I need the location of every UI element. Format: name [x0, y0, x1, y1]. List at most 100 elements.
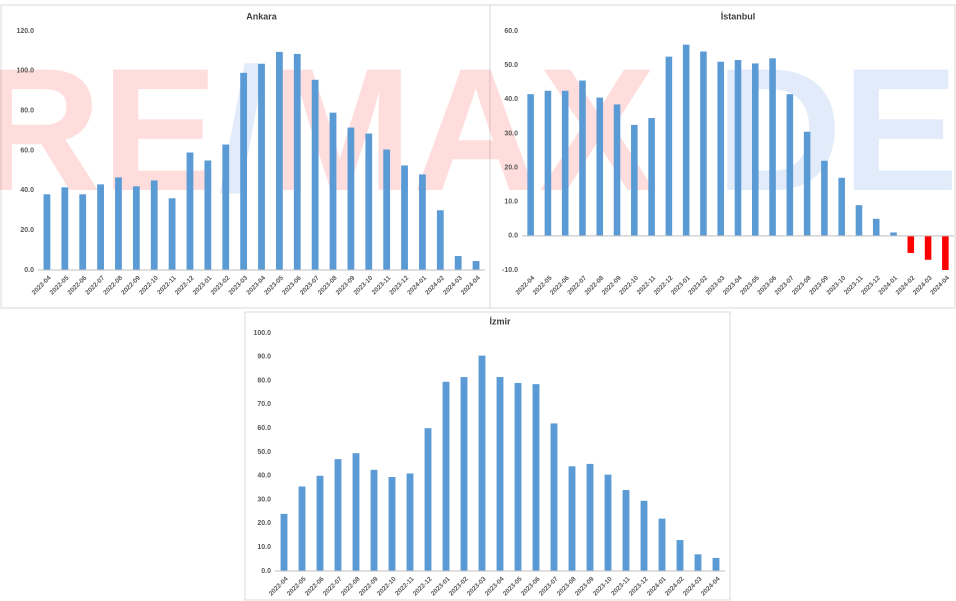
bar: [700, 51, 707, 236]
bar: [168, 198, 176, 270]
y-tick-label: 80.0: [257, 377, 271, 384]
bar: [436, 210, 444, 270]
bar: [275, 51, 283, 270]
bar: [293, 53, 301, 270]
bar: [383, 149, 391, 270]
bar: [406, 473, 414, 571]
y-tick-label: 100.0: [253, 330, 271, 337]
bar: [712, 557, 720, 571]
bar: [61, 187, 69, 270]
y-tick-label: 90.0: [257, 354, 271, 361]
bar: [532, 384, 540, 571]
bar: [496, 377, 504, 571]
watermark: RE/MAXDEHA: [0, 33, 956, 228]
y-tick-label: 60.0: [257, 425, 271, 432]
bar: [942, 235, 949, 270]
panel: [244, 311, 731, 601]
y-tick-label: 40.0: [504, 96, 518, 103]
bar: [544, 90, 552, 236]
y-tick-label: 20.0: [257, 520, 271, 527]
bar: [676, 540, 684, 571]
y-tick-label: 20.0: [504, 164, 518, 171]
bar: [561, 90, 569, 236]
y-tick-label: 30.0: [504, 130, 518, 137]
bar: [316, 475, 324, 571]
y-tick-label: -10.0: [502, 267, 518, 274]
y-tick-label: 10.0: [504, 199, 518, 206]
bar: [442, 381, 450, 571]
bar: [568, 466, 576, 571]
bar: [613, 104, 621, 236]
bar: [622, 490, 630, 571]
bar: [79, 194, 87, 270]
bar: [872, 218, 880, 236]
bar: [604, 474, 612, 571]
bar: [454, 256, 462, 270]
bar: [550, 423, 558, 571]
bar: [370, 469, 378, 571]
bar: [424, 428, 432, 571]
y-tick-label: 30.0: [257, 496, 271, 503]
y-tick-label: 10.0: [257, 544, 271, 551]
bar: [682, 44, 690, 236]
y-tick-label: 20.0: [20, 227, 34, 234]
bar: [150, 180, 158, 270]
bar: [280, 513, 288, 571]
bar: [97, 184, 104, 270]
bar: [648, 118, 655, 236]
y-tick-label: 40.0: [257, 473, 271, 480]
bar: [855, 205, 863, 236]
bar: [186, 152, 194, 270]
y-tick-label: 0.0: [261, 568, 271, 575]
bar: [388, 476, 396, 571]
bar: [596, 97, 604, 236]
bar: [419, 174, 426, 270]
bar: [222, 144, 230, 270]
y-tick-label: 80.0: [20, 108, 34, 115]
watermark-part: DEHA: [716, 33, 956, 228]
bar: [311, 79, 319, 270]
bar: [334, 459, 342, 571]
bar: [43, 194, 51, 270]
bar: [734, 60, 742, 236]
chart-title: İzmir: [489, 316, 511, 326]
y-tick-label: 50.0: [257, 449, 271, 456]
bar: [803, 131, 811, 236]
bar: [838, 177, 845, 236]
bar: [329, 112, 337, 271]
bar: [579, 80, 586, 236]
bar: [665, 56, 673, 236]
bar: [472, 261, 480, 270]
y-tick-label: 100.0: [16, 68, 34, 75]
bar: [821, 160, 828, 236]
bar: [694, 554, 702, 571]
bar: [347, 127, 355, 271]
bar: [115, 177, 122, 270]
bar: [769, 58, 776, 236]
y-tick-label: 120.0: [16, 28, 34, 35]
bar: [717, 61, 725, 236]
y-tick-label: 60.0: [504, 28, 518, 35]
bar: [631, 124, 638, 236]
bar: [352, 453, 360, 571]
bar: [527, 94, 534, 236]
y-tick-label: 60.0: [20, 147, 34, 154]
bar: [298, 486, 306, 571]
bar: [460, 377, 468, 571]
bar: [924, 235, 932, 260]
bar: [478, 355, 486, 571]
bar: [258, 63, 265, 270]
bar: [907, 235, 915, 253]
bar: [401, 165, 408, 270]
bar: [240, 72, 248, 270]
bar: [204, 160, 212, 270]
bar: [132, 186, 140, 270]
y-tick-label: 0.0: [24, 267, 34, 274]
bar: [658, 518, 666, 571]
bar: [365, 133, 373, 270]
y-tick-label: 70.0: [257, 401, 271, 408]
bar: [586, 463, 594, 571]
chart-title: Ankara: [246, 11, 278, 21]
bar: [786, 94, 794, 236]
